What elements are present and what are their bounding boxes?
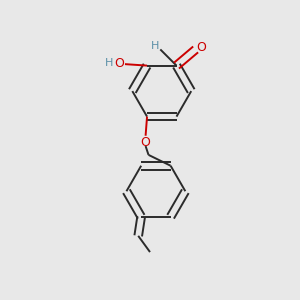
Text: O: O: [114, 57, 124, 70]
Text: O: O: [196, 40, 206, 54]
Text: H: H: [151, 41, 159, 52]
Text: H: H: [105, 58, 113, 68]
Text: O: O: [140, 136, 150, 149]
